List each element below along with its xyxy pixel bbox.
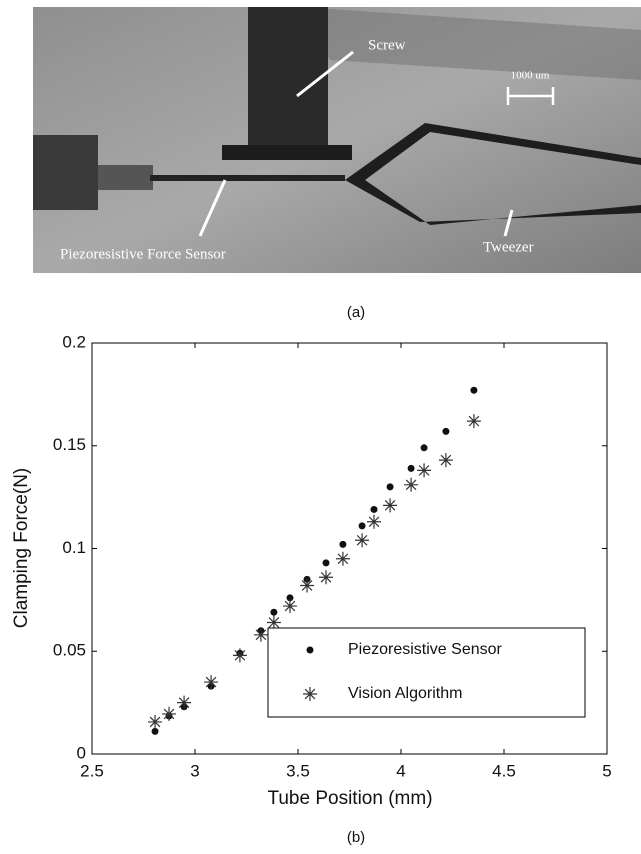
x-tick-label: 3 [190,761,199,780]
legend-label: Piezoresistive Sensor [348,641,503,658]
y-tick-label: 0 [77,743,86,762]
dot-marker [339,540,347,548]
dot-marker [270,608,278,616]
dot-marker [358,522,366,530]
star-marker [335,551,350,566]
star-marker [232,648,247,663]
dot-marker [420,444,428,452]
star-marker [204,675,219,690]
dot-marker [407,464,415,472]
tweezer [345,123,641,225]
caption: (b) [347,829,365,846]
x-tick-label: 4.5 [492,761,516,780]
star-marker [300,578,315,593]
star-marker [404,477,419,492]
star-marker [303,687,317,701]
x-tick-label: 5 [602,761,611,780]
star-marker [162,706,177,721]
photo: Screw 1000 um Piezoresistive Force Senso… [33,7,641,273]
star-marker [367,514,382,529]
screw-base [222,145,352,160]
sensor-beam [150,175,345,181]
pointer [503,209,514,237]
sensor-mount [33,135,98,210]
pointer [198,179,227,237]
x-axis-title: Tube Position (mm) [267,788,432,809]
star-marker [282,599,297,614]
dot-marker [370,505,378,513]
y-axis-title: Clamping Force(N) [11,468,32,628]
x-tick-label: 2.5 [80,761,104,780]
scale-bar [506,87,555,105]
screw [248,7,328,147]
x-tick-label: 4 [396,761,405,780]
x-tick-label: 3.5 [286,761,310,780]
dot-marker [286,594,294,602]
star-marker [438,453,453,468]
dot-marker [470,386,478,394]
dot-marker [386,483,394,491]
star-marker [148,714,163,729]
dot-marker [442,427,450,435]
star-marker [177,695,192,710]
photo-label: 1000 um [511,70,550,82]
dot-marker [151,727,159,735]
shadow [300,7,641,80]
star-marker [355,533,370,548]
legend-box [267,627,586,718]
photo-label: Piezoresistive Force Sensor [60,246,226,262]
star-marker [417,463,432,478]
pointer [296,50,354,98]
photo-label: Screw [368,37,406,53]
dot-marker [306,646,314,654]
y-tick-label: 0.2 [62,332,86,351]
y-tick-label: 0.15 [53,435,86,454]
star-marker [319,570,334,585]
star-marker [266,615,281,630]
y-tick-label: 0.1 [62,538,86,557]
caption: (a) [347,304,365,321]
photo-label: Tweezer [483,239,534,255]
star-marker [383,498,398,513]
star-marker [253,627,268,642]
y-tick-label: 0.05 [53,641,86,660]
dot-marker [322,559,330,567]
star-marker [466,414,481,429]
clamp [98,165,153,190]
legend-label: Vision Algorithm [348,685,462,702]
